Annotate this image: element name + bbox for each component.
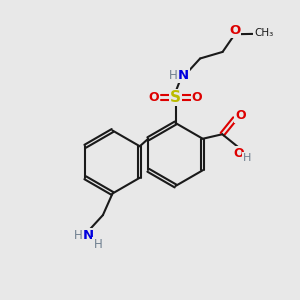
Text: O: O [229, 23, 240, 37]
Text: O: O [235, 109, 246, 122]
Text: N: N [83, 229, 94, 242]
Text: CH₃: CH₃ [254, 28, 274, 38]
Text: H: H [74, 229, 82, 242]
Text: N: N [178, 69, 189, 82]
Text: O: O [148, 91, 159, 104]
Text: O: O [192, 91, 203, 104]
Text: H: H [93, 238, 102, 251]
Text: S: S [170, 90, 181, 105]
Text: H: H [169, 69, 178, 82]
Text: H: H [243, 153, 252, 163]
Text: O: O [234, 147, 244, 160]
